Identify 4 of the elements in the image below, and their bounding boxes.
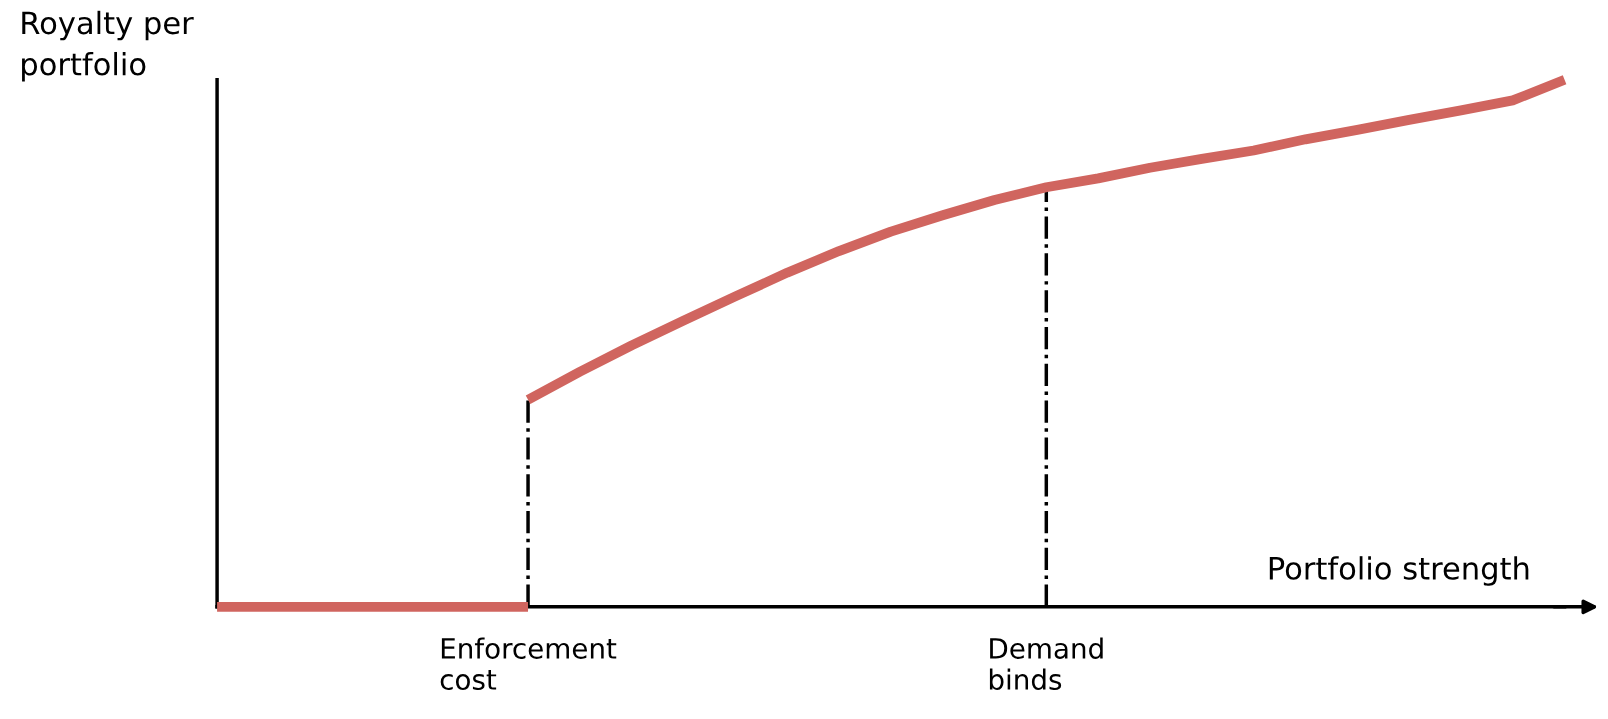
- x-tick-label: Enforcement cost: [440, 637, 617, 690]
- y-axis-title: Royalty per portfolio: [22, 10, 194, 82]
- x-axis-title: Portfolio strength: [1269, 556, 1529, 586]
- x-tick-label: Demand binds: [989, 637, 1103, 690]
